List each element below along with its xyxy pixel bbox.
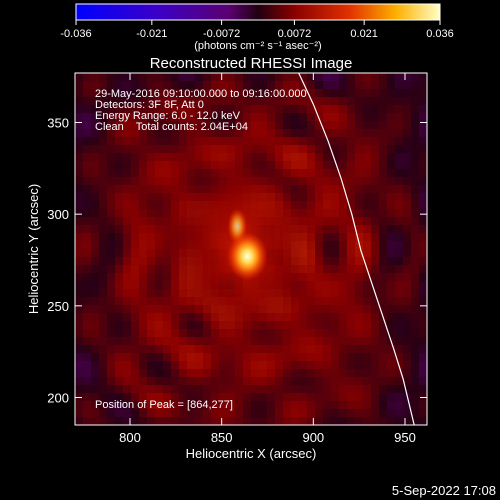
peak-position-label: Position of Peak = [864,277]: [95, 399, 233, 411]
x-tick-label: 800: [119, 430, 141, 445]
annotation-clean-counts: Clean Total counts: 2.04E+04: [95, 121, 248, 133]
y-tick-label: 200: [47, 391, 69, 406]
colorbar-tick-label: 0.0072: [278, 28, 312, 40]
annotation-time-range: 29-May-2016 09:10:00.000 to 09:16:00.000: [95, 88, 307, 100]
plot-area: 800 850 900 950 200 250 300 350: [47, 72, 428, 445]
axis-ticks: 800 850 900 950 200 250 300 350: [47, 73, 427, 445]
chart-title: Reconstructed RHESSI Image: [150, 55, 353, 72]
colorbar-tick-label: -0.0072: [203, 28, 240, 40]
heatmap-image: [75, 73, 427, 425]
x-tick-label: 900: [302, 430, 324, 445]
y-axis-label: Heliocentric Y (arcsec): [26, 184, 41, 314]
y-tick-label: 250: [47, 299, 69, 314]
annotation-detectors: Detectors: 3F 8F, Att 0: [95, 99, 204, 111]
plot-frame: [74, 72, 428, 426]
y-tick-label: 350: [47, 116, 69, 131]
x-tick-label: 850: [211, 430, 233, 445]
x-axis-label: Heliocentric X (arcsec): [186, 446, 317, 461]
flare-peak-source: [227, 232, 268, 281]
footer-date: 5-Sep-2022 17:08: [391, 483, 496, 498]
annotation-block: 29-May-2016 09:10:00.000 to 09:16:00.000…: [95, 88, 307, 133]
colorbar-unit-label: (photons cm⁻² s⁻¹ asec⁻²): [194, 40, 321, 52]
colorbar-ticks: -0.036 -0.021 -0.0072 0.0072 0.021 0.036: [60, 20, 454, 40]
y-tick-label: 300: [47, 207, 69, 222]
colorbar: -0.036 -0.021 -0.0072 0.0072 0.021 0.036 (pho…: [60, 3, 454, 52]
solar-limb-curve: [298, 73, 415, 425]
x-tick-label: 950: [394, 430, 416, 445]
colorbar-tick-label: 0.036: [426, 28, 454, 40]
colorbar-tick-label: 0.021: [350, 28, 378, 40]
colorbar-gradient: [75, 3, 441, 21]
annotation-energy-range: Energy Range: 6.0 - 12.0 keV: [95, 110, 241, 122]
colorbar-tick-label: -0.021: [136, 28, 167, 40]
colorbar-tick-label: -0.036: [60, 28, 91, 40]
